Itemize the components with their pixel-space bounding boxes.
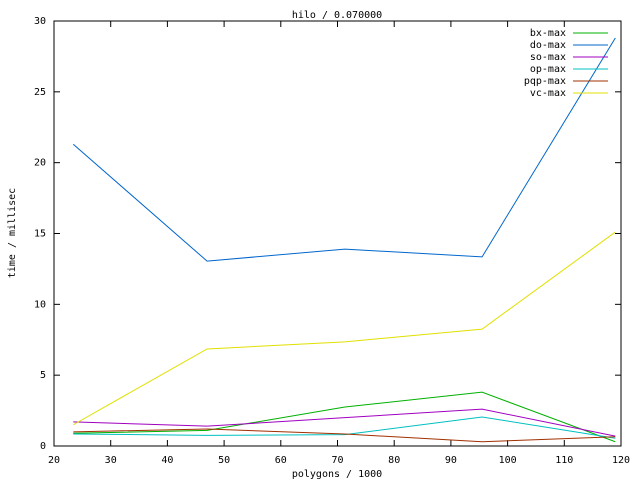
x-tick-label: 50	[218, 455, 230, 466]
y-tick-label: 0	[40, 441, 46, 452]
x-tick-label: 80	[388, 455, 400, 466]
y-tick-label: 20	[34, 158, 46, 169]
legend-label: do-max	[530, 40, 566, 51]
x-tick-label: 120	[612, 455, 630, 466]
legend-label: vc-max	[530, 88, 566, 99]
x-tick-label: 20	[48, 455, 60, 466]
x-tick-label: 110	[555, 455, 573, 466]
y-tick-label: 30	[34, 16, 46, 27]
legend-label: pqp-max	[524, 76, 566, 87]
x-tick-label: 70	[331, 455, 343, 466]
y-tick-label: 10	[34, 299, 46, 310]
x-tick-label: 30	[105, 455, 117, 466]
x-tick-label: 40	[161, 455, 173, 466]
series-line	[73, 408, 616, 437]
legend-label: op-max	[530, 64, 566, 75]
x-tick-label: 60	[275, 455, 287, 466]
y-axis-label: time / millisec	[7, 188, 18, 278]
y-tick-label: 5	[40, 370, 46, 381]
x-tick-label: 100	[499, 455, 517, 466]
series-line	[73, 416, 616, 439]
x-tick-label: 90	[445, 455, 457, 466]
legend-label: bx-max	[530, 28, 566, 39]
x-axis-label: polygons / 1000	[292, 469, 382, 480]
y-tick-label: 25	[34, 87, 46, 98]
chart-title: hilo / 0.070000	[292, 10, 382, 21]
legend-label: so-max	[530, 52, 566, 63]
series-line	[72, 37, 616, 262]
series-line	[73, 391, 616, 443]
y-tick-label: 15	[34, 229, 46, 240]
series-line	[73, 428, 616, 443]
series-line	[73, 231, 616, 426]
